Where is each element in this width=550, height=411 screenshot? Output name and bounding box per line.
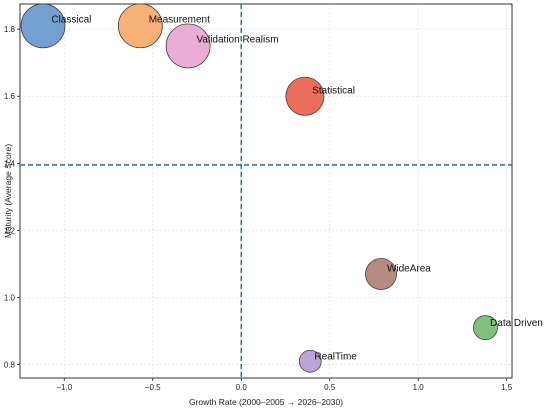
bubble-label-layer: Classical Measurement Validation Realism St… <box>51 15 542 363</box>
y-tick-label: 1.6 <box>4 92 16 101</box>
bubble-point <box>165 23 211 69</box>
bubble-label: Statistical <box>312 85 355 96</box>
bubble-label: RealTime <box>314 352 357 363</box>
bubble-point <box>285 76 325 116</box>
grid-layer <box>20 4 512 378</box>
x-tick-label: 1.5 <box>501 383 513 392</box>
plot-frame <box>19 3 513 379</box>
bubble-point <box>117 3 163 49</box>
y-tick-label: 1.8 <box>4 25 16 34</box>
bubble-point <box>473 315 498 341</box>
bubble-label: Validation Realism <box>196 35 278 46</box>
y-tick-label: 0.8 <box>4 361 16 370</box>
bubble-point <box>20 3 66 49</box>
bubble-point <box>365 258 397 290</box>
y-tick-label: 1.4 <box>4 159 16 168</box>
bubble-label: WideArea <box>387 264 431 275</box>
x-axis-label: Growth Rate (2000–2005 → 2026–2030) <box>189 397 343 407</box>
bubble-label: Classical <box>51 15 91 26</box>
x-tick-label: 0.5 <box>324 383 336 392</box>
y-tick-label: 1.2 <box>4 226 16 235</box>
x-tick-label: 0.0 <box>236 383 248 392</box>
bubble-label: Measurement <box>149 15 210 26</box>
tick-layer: −1.0 −0.5 0.0 0.5 1.0 1.5 0.8 1.0 1.2 1.4 1.6 1.8 <box>4 25 513 392</box>
y-tick-label: 1.0 <box>4 293 16 302</box>
y-axis-label: Maturity (Average Score) <box>3 144 13 238</box>
bubble-label: Data Driven <box>490 318 543 329</box>
x-tick-label: −1.0 <box>56 383 72 392</box>
x-tick-label: 1.0 <box>413 383 425 392</box>
reference-lines <box>20 4 512 378</box>
bubble-point <box>298 349 322 373</box>
bubble-layer <box>20 3 498 373</box>
x-tick-label: −0.5 <box>145 383 161 392</box>
